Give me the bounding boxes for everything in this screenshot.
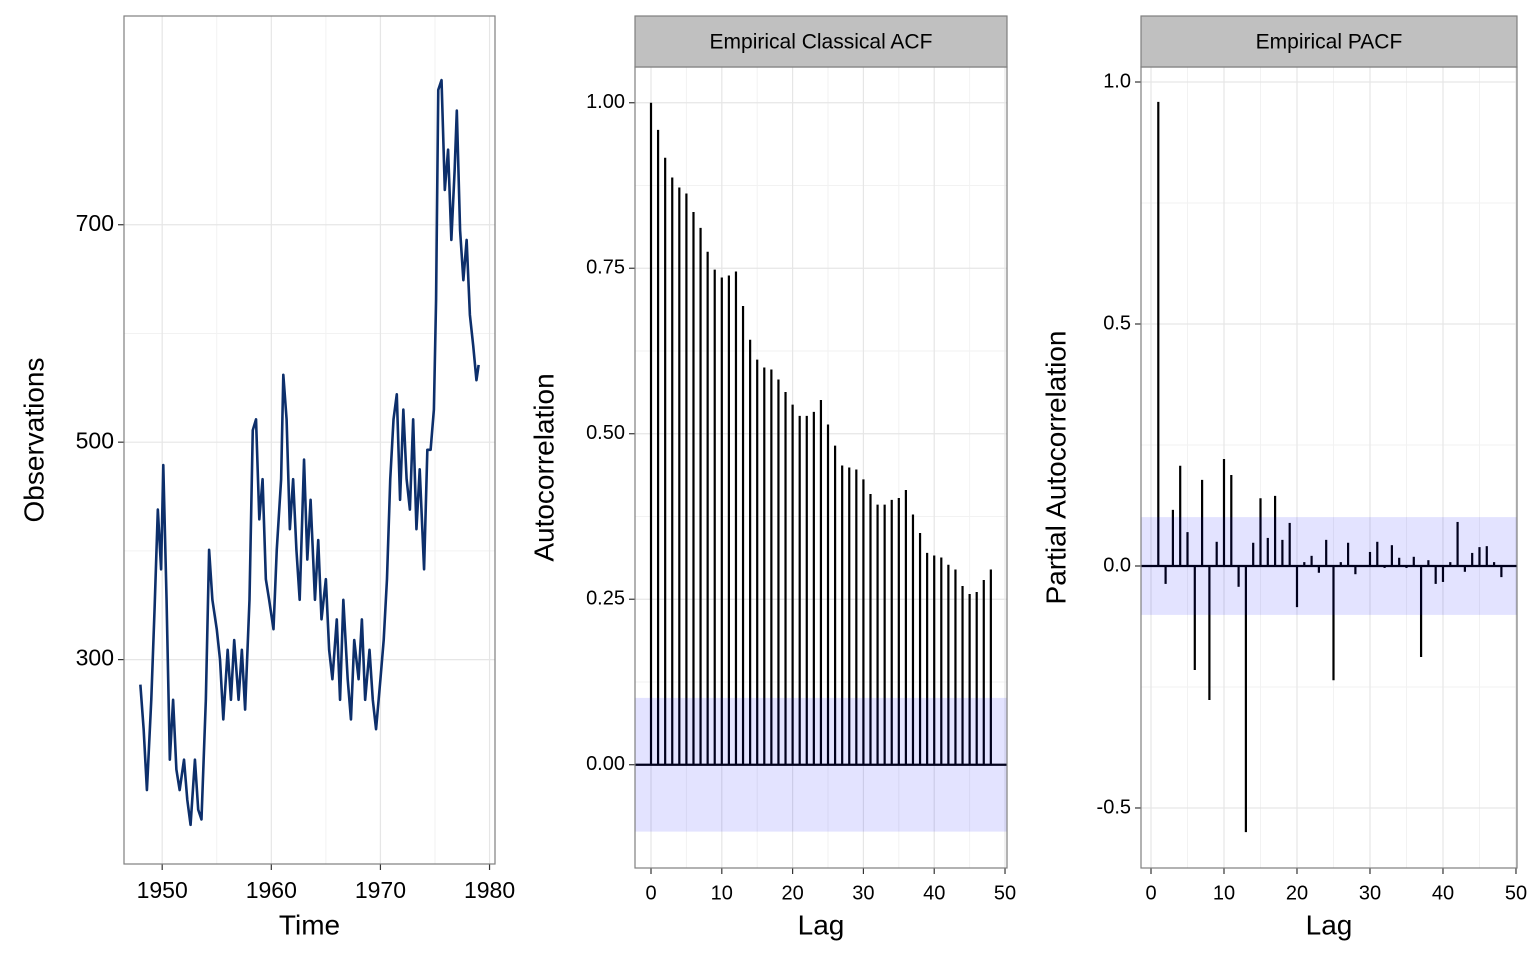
x-tick-label: 10 xyxy=(1213,882,1235,904)
plot-border xyxy=(123,15,496,865)
strip xyxy=(634,15,1008,68)
y-tick-label: -0.5 xyxy=(1097,796,1131,818)
strip-title: Empirical PACF xyxy=(1256,31,1403,54)
confidence-band xyxy=(1141,517,1517,615)
x-axis-label: Lag xyxy=(1306,909,1353,940)
strip xyxy=(1140,15,1518,68)
x-tick-label: 10 xyxy=(711,882,733,904)
strip-title: Empirical Classical ACF xyxy=(710,31,933,54)
y-axis-label: Partial Autocorrelation xyxy=(1040,331,1071,605)
x-tick-label: 20 xyxy=(1286,882,1308,904)
series-line xyxy=(139,78,480,827)
y-tick-label: 0.00 xyxy=(586,753,625,775)
y-tick-label: 0.5 xyxy=(1103,312,1131,334)
x-tick-label: 1960 xyxy=(246,877,297,903)
y-tick-label: 0.0 xyxy=(1103,554,1131,576)
y-tick-label: 500 xyxy=(76,427,114,453)
y-tick-label: 700 xyxy=(76,210,114,236)
plot-background xyxy=(124,16,495,864)
x-tick-label: 50 xyxy=(994,882,1016,904)
x-tick-label: 1970 xyxy=(355,877,406,903)
plot-background xyxy=(1141,67,1517,868)
x-tick-label: 1980 xyxy=(464,877,515,903)
confidence-band xyxy=(635,697,1007,832)
y-axis-label: Autocorrelation xyxy=(528,373,559,561)
x-tick-label: 40 xyxy=(1432,882,1454,904)
y-tick-label: 300 xyxy=(76,645,114,671)
x-tick-label: 0 xyxy=(1145,882,1156,904)
y-axis-label: Observations xyxy=(18,358,49,523)
x-tick-label: 50 xyxy=(1505,882,1527,904)
x-axis-label: Lag xyxy=(798,909,845,940)
y-tick-label: 1.0 xyxy=(1103,70,1131,92)
x-tick-label: 40 xyxy=(923,882,945,904)
x-tick-label: 1950 xyxy=(137,877,188,903)
x-tick-label: 30 xyxy=(1359,882,1381,904)
x-tick-label: 20 xyxy=(781,882,803,904)
x-axis-label: Time xyxy=(279,909,340,940)
x-tick-label: 30 xyxy=(852,882,874,904)
y-tick-label: 0.75 xyxy=(586,257,625,279)
y-tick-label: 0.50 xyxy=(586,422,625,444)
x-tick-label: 0 xyxy=(645,882,656,904)
y-tick-label: 1.00 xyxy=(586,91,625,113)
y-tick-label: 0.25 xyxy=(586,588,625,610)
